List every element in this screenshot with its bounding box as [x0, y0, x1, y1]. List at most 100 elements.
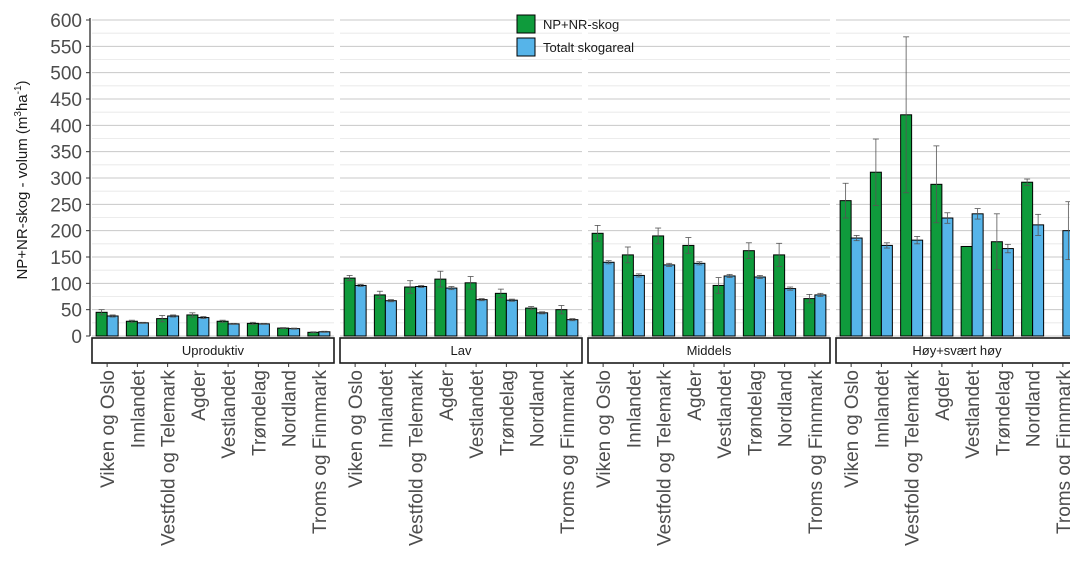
bar	[106, 315, 119, 337]
y-tick-label: 0	[71, 327, 82, 348]
x-tick-label: Vestlandet	[963, 369, 984, 458]
x-tick-label: Vestlandet	[715, 369, 736, 458]
bar	[445, 287, 458, 337]
x-tick-labels: Viken og Oslo Innlandet Vestfold og Telema…	[98, 363, 1070, 546]
y-tick-label: 550	[50, 37, 82, 58]
bar	[277, 327, 290, 337]
x-tick-label: Troms og Finnmark	[806, 370, 827, 534]
x-tick-label: Viken og Oslo	[842, 370, 863, 488]
x-tick-label: Nordland	[528, 370, 549, 447]
x-tick-label: Vestfold og Telemark	[655, 370, 676, 547]
bar	[941, 217, 954, 337]
bar	[839, 200, 852, 337]
bar	[632, 274, 645, 337]
bar	[784, 288, 797, 337]
legend-label-np-nr: NP+NR-skog	[543, 17, 619, 32]
bar	[1062, 230, 1070, 337]
bar	[1021, 181, 1034, 337]
y-tick-label: 100	[50, 274, 82, 295]
facet-strip-label: Middels	[687, 343, 732, 358]
y-tick-label: 450	[50, 90, 82, 111]
bar	[343, 277, 356, 337]
bar	[960, 245, 973, 337]
facet-strip-label: Uproduktiv	[182, 343, 245, 358]
bar	[494, 292, 507, 337]
x-tick-label: Vestlandet	[219, 369, 240, 458]
x-tick-label: Viken og Oslo	[346, 370, 367, 488]
bars	[95, 36, 1070, 337]
y-axis-label-sup2: -1	[13, 85, 24, 94]
facet-strip-box	[339, 337, 583, 364]
bar	[125, 320, 138, 337]
x-tick-label: Innlandet	[872, 369, 893, 448]
bar	[693, 262, 706, 337]
x-tick-label: Troms og Finnmark	[1054, 370, 1070, 534]
legend-label-totalt: Totalt skogareal	[543, 40, 634, 55]
bar	[753, 276, 766, 337]
y-tick-label: 500	[50, 64, 82, 85]
x-tick-label: Vestfold og Telemark	[407, 370, 428, 547]
y-tick-label: 250	[50, 195, 82, 216]
bar	[911, 239, 924, 337]
bar	[354, 284, 367, 337]
y-axis-label-main: NP+NR-skog - volum (	[14, 129, 31, 279]
bar	[880, 244, 893, 337]
bar	[742, 250, 755, 337]
x-tick-label: Agder	[685, 369, 706, 420]
bar	[257, 323, 270, 337]
x-tick-label: Innlandet	[624, 369, 645, 448]
gridlines	[92, 19, 1070, 337]
facet-strip-box	[587, 337, 831, 364]
x-tick-label: Trøndelag	[249, 370, 270, 456]
x-tick-label: Agder	[189, 369, 210, 420]
x-tick-label: Vestfold og Telemark	[903, 370, 924, 547]
bar	[186, 314, 199, 337]
y-axis-label: NP+NR-skog - volum (m3ha-1)	[13, 80, 31, 279]
y-tick-label: 50	[61, 301, 82, 322]
x-tick-label: Nordland	[280, 370, 301, 447]
bar	[621, 254, 634, 337]
bar	[602, 261, 615, 337]
facet-strip-box	[91, 337, 335, 364]
bar	[652, 235, 665, 337]
bar	[663, 264, 676, 337]
bar	[216, 320, 229, 337]
x-tick-label: Trøndelag	[993, 370, 1014, 456]
bar	[525, 307, 538, 337]
bar	[803, 298, 816, 337]
x-tick-label: Troms og Finnmark	[558, 370, 579, 534]
facet-strips: Uproduktiv Lav Middels Høy+svært høy	[91, 337, 1070, 364]
y-axis-label-mid: ha	[14, 94, 31, 111]
y-tick-label: 600	[50, 11, 82, 32]
y-axis-label-end: )	[14, 80, 31, 85]
legend-swatch-totalt	[516, 37, 536, 57]
bar	[566, 319, 579, 337]
bar	[475, 299, 488, 337]
bar	[850, 237, 863, 337]
legend-swatch-np-nr	[516, 14, 536, 34]
bar	[505, 299, 518, 337]
y-tick-label: 350	[50, 143, 82, 164]
bar	[723, 275, 736, 337]
y-tick-label: 400	[50, 116, 82, 137]
x-tick-label: Nordland	[1024, 370, 1045, 447]
x-tick-label: Agder	[437, 369, 458, 420]
x-tick-label: Innlandet	[376, 369, 397, 448]
bar	[288, 328, 301, 337]
bar	[167, 315, 180, 337]
bar	[197, 317, 210, 337]
x-tick-label: Nordland	[776, 370, 797, 447]
x-tick-label: Vestlandet	[467, 369, 488, 458]
x-tick-label: Vestfold og Telemark	[159, 370, 180, 547]
bar	[415, 285, 428, 337]
facet-strip-label: Høy+svært høy	[912, 343, 1002, 358]
bar	[373, 294, 386, 337]
legend: NP+NR-skog Totalt skogareal	[516, 14, 634, 57]
bar	[227, 323, 240, 337]
bar	[773, 254, 786, 337]
bar	[464, 282, 477, 337]
x-tick-label: Trøndelag	[497, 370, 518, 456]
bar	[1001, 248, 1014, 337]
bar	[384, 300, 397, 337]
